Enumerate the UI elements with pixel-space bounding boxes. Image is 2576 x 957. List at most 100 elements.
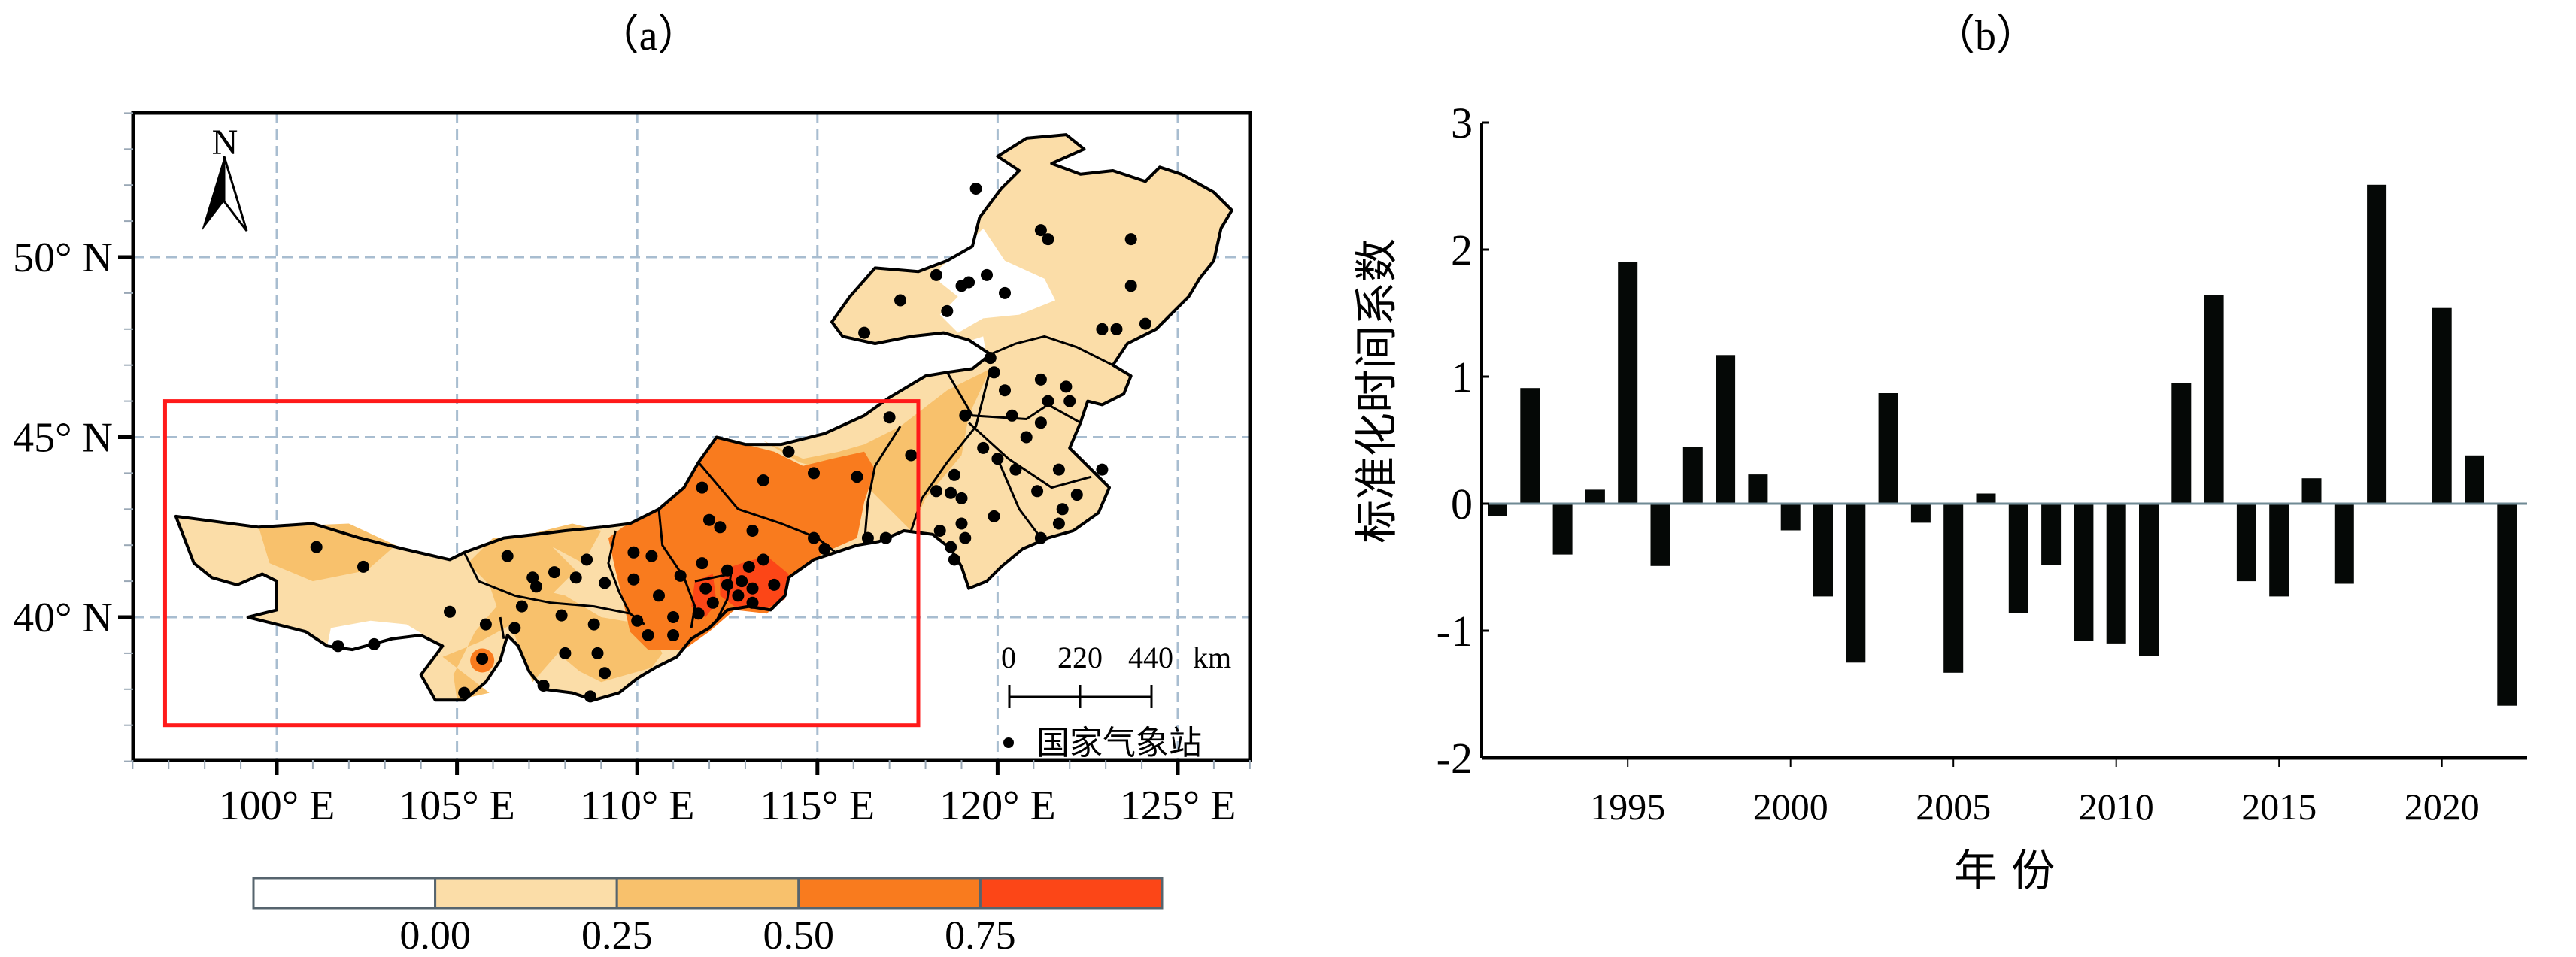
station-marker [879,531,892,544]
colorbar-label: 0.25 [581,913,653,957]
scale-unit: km [1193,641,1231,674]
bar-2003 [1878,393,1898,504]
bar-2020 [2432,307,2452,504]
station-marker [1096,463,1109,476]
station-marker [706,596,719,609]
station-marker [645,550,658,562]
station-dot-icon [1003,737,1014,748]
x-axis-label: 年 份 [1954,845,2055,896]
station-marker [1110,323,1123,335]
lat-label: 40° N [13,595,113,641]
station-marker [1052,517,1065,530]
bar-2010 [2106,504,2126,644]
station-marker [569,571,582,584]
study-area-box [162,399,921,728]
colorbar-segment [434,877,618,910]
station-marker [526,571,539,584]
station-marker [627,546,640,559]
station-marker [508,622,521,634]
station-marker [627,573,640,586]
fill-zone-lowest [327,620,425,653]
station-marker [981,268,993,281]
y-tick-labels: -2 -1 0 1 2 3 [1437,98,1473,783]
station-marker [1056,503,1069,516]
station-marker [782,445,795,458]
station-marker [357,560,369,573]
station-marker [699,582,712,595]
station-marker [696,481,708,494]
panel-b-title: （b） [1933,13,2038,59]
station-marker [1060,380,1073,393]
station-marker [368,637,381,650]
bar-1996 [1650,504,1670,566]
station-marker [861,531,874,544]
y-tick-label: -2 [1437,734,1473,783]
station-marker [948,468,960,481]
x-tick-label: 2020 [2405,786,2480,828]
station-marker [458,686,471,699]
station-marker [515,600,528,613]
map-boundaries [174,133,1233,702]
scale-label-0: 0 [1001,641,1016,674]
map-stations [310,183,1151,703]
station-marker [991,453,1004,465]
station-marker [584,690,596,703]
station-marker [444,605,456,618]
station-marker [537,680,550,692]
fill-zone-medium [503,581,663,683]
station-marker [714,521,727,534]
station-marker [941,304,954,317]
station-marker [1006,409,1018,422]
panel-a-map: （a） 50° N 45° N 40° N 100° E 105° E 110° E 11… [13,13,1252,957]
bar-series [1488,184,2517,706]
panel-b-chart: （b） -2 -1 0 1 2 3 1995 2000 2005 2010 2015 2020 标准… [1351,13,2527,896]
colorbar-labels: 0.00 0.25 0.50 0.75 [399,913,1015,957]
lon-label: 115° E [760,783,875,829]
lon-label: 120° E [939,783,1056,829]
station-marker [530,580,542,593]
map-axis-ticks [118,112,1251,775]
colorbar-segment [797,877,982,910]
bar-2017 [2334,504,2354,584]
bar-2007 [2008,504,2028,613]
station-marker [1042,233,1054,246]
station-marker [808,531,820,544]
lat-label: 45° N [13,415,113,462]
north-arrow-icon: N [202,123,248,232]
latitude-labels: 50° N 45° N 40° N [13,235,113,641]
bar-1994 [1585,489,1605,504]
bar-1992 [1520,388,1540,504]
station-marker [1009,463,1022,476]
station-marker [1096,323,1109,335]
station-marker [1052,463,1065,476]
north-arrow-label: N [212,123,238,162]
scale-label-220: 220 [1057,641,1103,674]
station-marker [599,577,611,589]
lon-label: 110° E [580,783,695,829]
colorbar-label: 0.75 [945,913,1016,957]
station-marker [963,276,975,289]
station-marker [969,183,982,195]
bar-1991 [1488,504,1507,516]
station-marker [768,578,781,591]
x-tick-label: 2000 [1753,786,1828,828]
fill-zone-high [608,437,875,650]
station-marker [818,543,831,555]
station-marker [959,531,972,544]
scale-bar: 0 220 440 km [1001,641,1231,708]
station-marker [1139,317,1151,330]
station-marker [945,486,957,499]
station-marker [674,569,687,582]
station-marker [1034,416,1047,429]
bar-2011 [2139,504,2159,656]
station-marker [696,557,708,570]
station-marker [476,653,489,665]
station-marker [332,640,344,653]
y-tick-label: -1 [1437,607,1473,656]
league-boundary [697,462,836,553]
station-marker [1124,280,1137,292]
x-tick-label: 2015 [2241,786,2317,828]
bar-2009 [2074,504,2094,641]
colorbar [252,877,1164,910]
